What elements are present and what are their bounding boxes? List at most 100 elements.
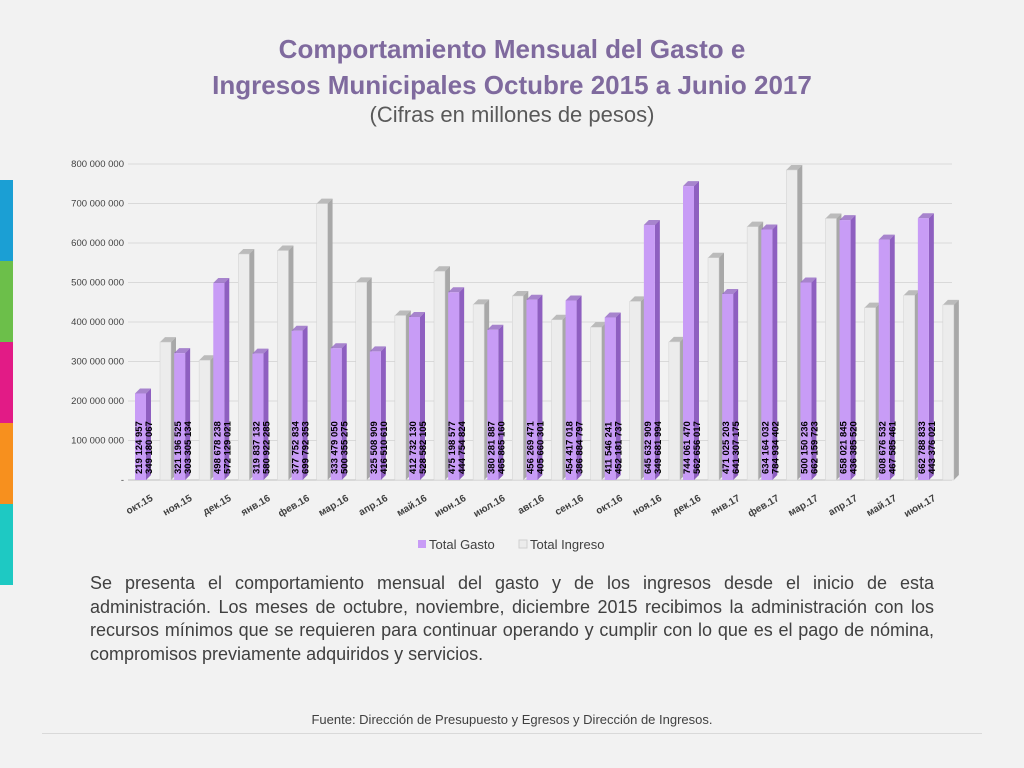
gasto-bar-top bbox=[565, 295, 582, 301]
gasto-data-label: 475 198 577 bbox=[447, 421, 458, 474]
gasto-bar-side bbox=[733, 288, 739, 480]
gasto-bar-side bbox=[380, 346, 386, 480]
gasto-bar bbox=[174, 353, 186, 480]
gasto-bar-top bbox=[839, 215, 856, 221]
ingreso-bar-top bbox=[238, 249, 255, 255]
legend-label-ingreso: Total Ingreso bbox=[530, 537, 604, 552]
gasto-bar bbox=[213, 283, 225, 480]
ingreso-bar bbox=[903, 295, 915, 481]
x-category-label: сен.16 bbox=[553, 493, 586, 518]
x-category-label: мар.16 bbox=[317, 493, 351, 519]
gasto-bar-side bbox=[185, 348, 191, 480]
side-stripe-green bbox=[0, 261, 13, 342]
gasto-data-label: 658 021 845 bbox=[839, 420, 850, 474]
legend-swatch-ingreso bbox=[518, 539, 528, 549]
ingreso-bar-top bbox=[629, 296, 646, 302]
gasto-data-label: 219 124 957 bbox=[134, 421, 145, 474]
ingreso-bar-top bbox=[903, 290, 920, 296]
gasto-bar bbox=[135, 393, 146, 480]
x-category-label: окт.15 bbox=[124, 493, 155, 517]
gasto-bar-side bbox=[420, 311, 425, 480]
gasto-bar bbox=[252, 353, 264, 480]
x-category-label: апр.17 bbox=[827, 493, 860, 519]
source-note: Fuente: Dirección de Presupuesto y Egres… bbox=[311, 712, 713, 727]
gasto-bar bbox=[487, 329, 499, 480]
x-category-label: дек.15 bbox=[201, 493, 234, 518]
ingreso-data-label: 452 181 737 bbox=[614, 421, 625, 474]
bottom-divider bbox=[42, 733, 982, 734]
ingreso-data-label: 416 510 610 bbox=[379, 421, 390, 474]
ingreso-bar-top bbox=[277, 245, 294, 251]
ingreso-bar bbox=[433, 270, 446, 481]
ingreso-bar bbox=[159, 341, 172, 481]
ingreso-bar-top bbox=[668, 336, 685, 342]
gasto-data-label: 471 025 203 bbox=[721, 421, 732, 474]
gasto-bar bbox=[917, 218, 929, 480]
ingreso-bar-top bbox=[316, 198, 333, 204]
gasto-bar-top bbox=[213, 278, 230, 284]
ingreso-bar-top bbox=[394, 310, 411, 316]
gasto-bar bbox=[330, 348, 342, 480]
ingreso-bar bbox=[394, 315, 407, 481]
ingreso-data-label: 699 792 353 bbox=[301, 421, 312, 474]
gasto-bar bbox=[369, 351, 381, 480]
gasto-bar-top bbox=[722, 288, 739, 294]
gasto-bar-side bbox=[654, 219, 660, 480]
gasto-bar-side bbox=[537, 294, 543, 480]
gasto-data-label: 333 479 050 bbox=[330, 421, 341, 474]
y-tick-label: - bbox=[121, 475, 124, 486]
gasto-data-label: 319 837 132 bbox=[251, 421, 262, 474]
ingreso-data-label: 662 159 723 bbox=[809, 421, 820, 474]
chart-title-line2: Ingresos Municipales Octubre 2015 a Juni… bbox=[212, 70, 812, 100]
x-category-label: дек.16 bbox=[671, 493, 704, 518]
gasto-data-label: 662 788 833 bbox=[917, 421, 928, 474]
ingreso-data-label: 528 582 105 bbox=[418, 420, 429, 474]
gasto-data-label: 608 676 532 bbox=[878, 421, 889, 474]
ingreso-bar-top bbox=[355, 277, 372, 283]
gasto-bar bbox=[800, 282, 812, 480]
gasto-bar-top bbox=[487, 324, 504, 330]
side-stripe-teal bbox=[0, 504, 13, 585]
gasto-bar-side bbox=[889, 234, 895, 480]
ingreso-data-label: 303 305 134 bbox=[183, 420, 194, 474]
x-category-label: июн.16 bbox=[433, 493, 469, 520]
x-category-label: окт.16 bbox=[594, 493, 625, 517]
x-category-label: авг.16 bbox=[516, 493, 547, 517]
gasto-data-label: 634 164 032 bbox=[760, 421, 771, 474]
ingreso-data-label: 784 934 402 bbox=[770, 421, 781, 474]
gasto-bar-top bbox=[448, 287, 465, 293]
x-category-label: май.17 bbox=[865, 493, 899, 519]
ingreso-data-label: 436 385 520 bbox=[849, 421, 860, 474]
gasto-data-label: 377 752 834 bbox=[291, 420, 302, 474]
gasto-bar-top bbox=[369, 346, 386, 352]
ingreso-data-label: 443 376 021 bbox=[927, 420, 938, 474]
gasto-data-label: 454 417 018 bbox=[565, 421, 576, 474]
gasto-bar-side bbox=[850, 215, 856, 481]
gasto-data-label: 321 196 525 bbox=[173, 420, 184, 474]
gasto-bar-top bbox=[643, 219, 660, 225]
x-category-label: май.16 bbox=[395, 493, 429, 519]
ingreso-bar bbox=[786, 169, 798, 481]
ingreso-data-label: 580 922 285 bbox=[261, 420, 272, 474]
gasto-bar-top bbox=[526, 294, 543, 300]
y-tick-label: 300 000 000 bbox=[71, 357, 124, 368]
ingreso-bar-top bbox=[708, 252, 724, 258]
gasto-bar bbox=[761, 229, 773, 480]
gasto-bar bbox=[291, 330, 303, 480]
ingreso-bar-top bbox=[786, 164, 803, 170]
y-tick-label: 800 000 000 bbox=[71, 159, 124, 170]
gasto-bar-top bbox=[252, 348, 269, 354]
ingreso-data-label: 467 585 461 bbox=[888, 420, 899, 474]
x-category-label: ноя.16 bbox=[631, 493, 664, 519]
ingreso-data-label: 349 180 067 bbox=[144, 421, 155, 474]
y-tick-label: 200 000 000 bbox=[71, 396, 124, 407]
gasto-bar bbox=[448, 292, 460, 480]
gasto-bar bbox=[604, 317, 616, 480]
gasto-bar-top bbox=[604, 312, 621, 318]
gasto-bar bbox=[643, 224, 655, 480]
gasto-data-label: 498 678 238 bbox=[212, 421, 223, 474]
ingreso-bar-top bbox=[590, 322, 607, 328]
ingreso-bar bbox=[198, 359, 211, 481]
gasto-bar-top bbox=[917, 213, 934, 219]
gasto-bar-side bbox=[341, 343, 347, 480]
